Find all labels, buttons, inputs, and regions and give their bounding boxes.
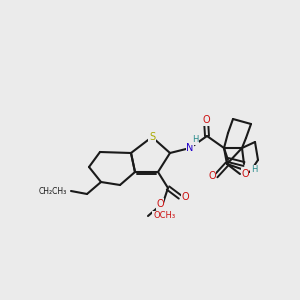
Text: H: H (192, 136, 198, 145)
Text: O: O (181, 192, 189, 202)
Text: OCH₃: OCH₃ (153, 212, 175, 220)
Text: O: O (208, 171, 216, 181)
Text: N: N (186, 143, 194, 153)
Text: CH₂CH₃: CH₂CH₃ (39, 187, 67, 196)
Text: S: S (149, 132, 155, 142)
Text: O: O (156, 199, 164, 209)
Text: O: O (202, 115, 210, 125)
Text: H: H (251, 166, 257, 175)
Text: O: O (241, 169, 249, 179)
